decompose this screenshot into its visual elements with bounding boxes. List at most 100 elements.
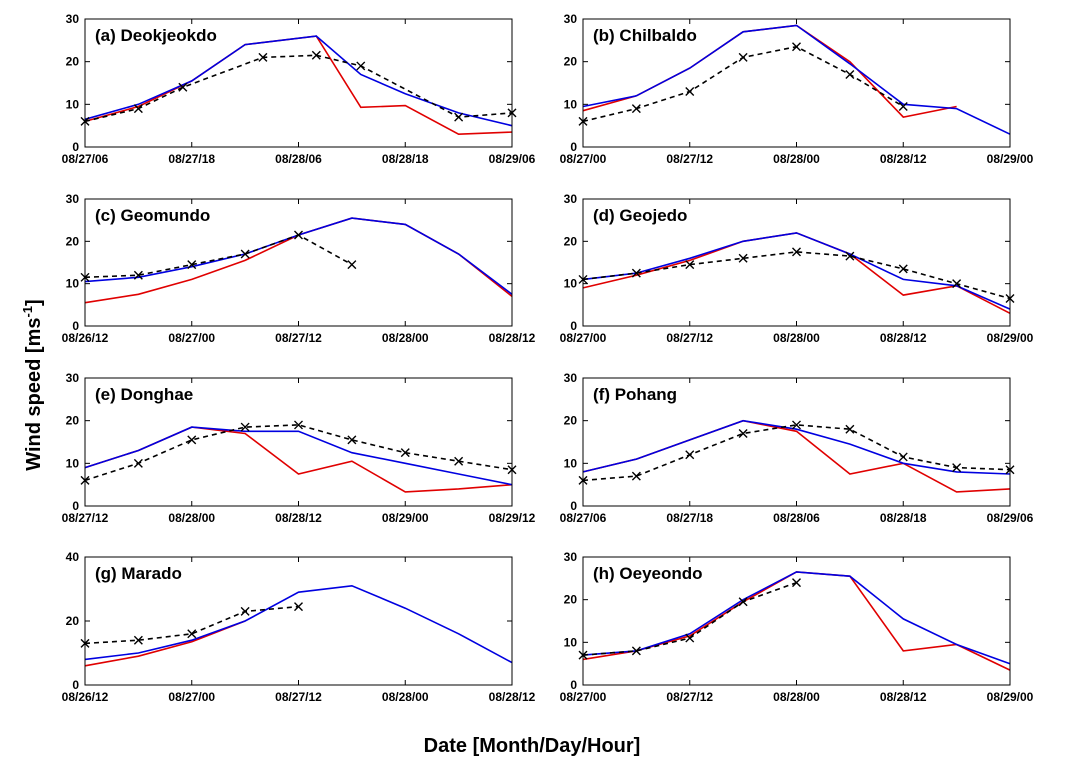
x-tick-label: 08/28/12 [880, 331, 927, 345]
x-tick-label: 08/29/00 [987, 331, 1034, 345]
data-marker [738, 52, 748, 62]
y-tick-label: 0 [72, 140, 79, 154]
data-marker [187, 629, 197, 639]
x-tick-label: 08/27/06 [560, 511, 607, 525]
data-marker [898, 452, 908, 462]
x-tick-label: 08/27/18 [168, 152, 215, 166]
y-tick-label: 0 [72, 499, 79, 513]
y-tick-label: 30 [564, 550, 578, 564]
y-tick-label: 10 [66, 277, 80, 291]
x-tick-label: 08/28/00 [773, 331, 820, 345]
data-marker [294, 420, 303, 430]
x-tick-label: 08/26/12 [62, 331, 109, 345]
panel-title: (h) Oeyeondo [593, 564, 703, 583]
y-tick-label: 0 [72, 678, 79, 692]
panel-title: (b) Chilbaldo [593, 26, 697, 45]
x-tick-label: 08/27/12 [275, 331, 322, 345]
series-line [84, 234, 353, 279]
x-tick-label: 08/29/12 [489, 511, 536, 525]
data-marker [347, 260, 357, 270]
series-line [582, 419, 1011, 475]
x-tick-label: 08/27/18 [666, 511, 713, 525]
data-marker [187, 260, 197, 270]
series-line [84, 605, 299, 645]
y-tick-label: 10 [564, 97, 578, 111]
y-tick-label: 10 [66, 456, 80, 470]
data-marker [845, 251, 855, 261]
x-tick-label: 08/29/00 [987, 152, 1034, 166]
data-marker [738, 428, 748, 438]
series-line [84, 35, 513, 127]
x-tick-label: 08/28/12 [880, 690, 927, 704]
series-line [84, 35, 513, 136]
data-marker [792, 247, 801, 257]
panel-title: (f) Pohang [593, 385, 677, 404]
data-marker [898, 264, 908, 274]
y-tick-label: 10 [564, 635, 578, 649]
data-marker [738, 253, 748, 263]
y-tick-label: 0 [570, 499, 577, 513]
data-marker [685, 87, 695, 97]
data-marker [685, 450, 695, 460]
plot-frame [84, 198, 513, 327]
series-line [582, 571, 1011, 665]
data-marker [294, 230, 303, 240]
data-marker [311, 50, 321, 60]
y-tick-label: 20 [66, 55, 80, 69]
y-tick-label: 10 [564, 277, 578, 291]
series-line [582, 424, 1011, 482]
series-line [582, 24, 1011, 135]
y-tick-label: 30 [564, 192, 578, 206]
y-tick-label: 20 [66, 234, 80, 248]
x-tick-label: 08/28/00 [773, 152, 820, 166]
y-tick-label: 20 [66, 414, 80, 428]
x-tick-label: 08/27/12 [275, 690, 322, 704]
x-tick-label: 08/28/12 [489, 331, 536, 345]
data-marker [685, 260, 695, 270]
data-marker [631, 268, 641, 278]
x-tick-label: 08/28/00 [382, 690, 429, 704]
series-line [84, 217, 513, 304]
x-tick-label: 08/28/18 [382, 152, 429, 166]
x-tick-label: 08/27/12 [62, 511, 109, 525]
data-marker [356, 61, 366, 71]
data-marker [631, 471, 641, 481]
series-line [582, 251, 1011, 300]
data-marker [347, 435, 357, 445]
plot-frame [84, 556, 513, 686]
data-marker [792, 42, 801, 52]
x-tick-label: 08/28/12 [275, 511, 322, 525]
x-tick-label: 08/29/00 [382, 511, 429, 525]
y-tick-label: 30 [66, 12, 80, 26]
x-tick-label: 08/27/00 [168, 331, 215, 345]
x-tick-label: 08/27/12 [666, 331, 713, 345]
data-marker [738, 597, 748, 607]
data-marker [685, 633, 695, 643]
series-line [582, 571, 1011, 671]
panel-title: (e) Donghae [95, 385, 193, 404]
series-line [84, 424, 513, 482]
data-marker [454, 112, 464, 122]
data-marker [952, 463, 962, 473]
data-marker [294, 602, 303, 612]
y-tick-label: 20 [564, 234, 578, 248]
plot-frame [582, 377, 1011, 507]
plot-frame [582, 198, 1011, 327]
y-tick-label: 0 [570, 678, 577, 692]
plot-frame [582, 18, 1011, 148]
series-line [84, 426, 513, 486]
series-line [84, 217, 513, 295]
x-tick-label: 08/29/00 [987, 690, 1034, 704]
y-axis-label: Wind speed [ms-1] [20, 299, 45, 470]
data-marker [178, 82, 188, 92]
data-marker [792, 420, 801, 430]
series-line [582, 581, 797, 656]
x-tick-label: 08/28/12 [489, 690, 536, 704]
x-tick-label: 08/28/18 [880, 511, 927, 525]
x-tick-label: 08/28/06 [275, 152, 322, 166]
panel-title: (g) Marado [95, 564, 182, 583]
y-tick-label: 20 [564, 593, 578, 607]
x-tick-label: 08/27/06 [62, 152, 109, 166]
y-axis-label-suffix: ] [23, 299, 45, 306]
